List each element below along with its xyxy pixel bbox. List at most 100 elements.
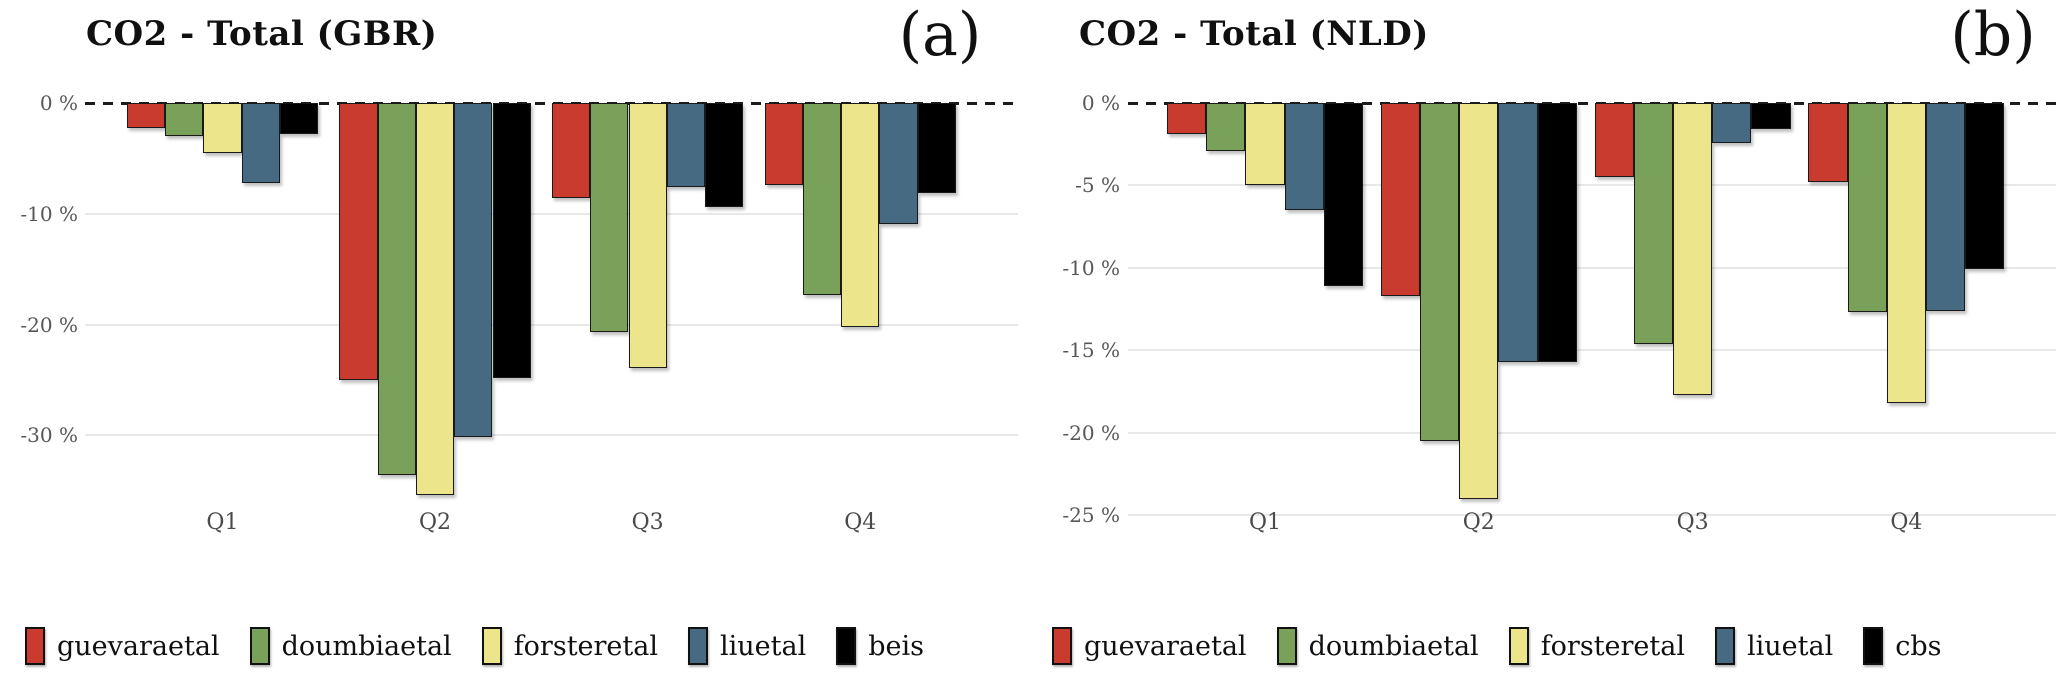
legend-label-doumbiaetal: doumbiaetal [1308,630,1479,662]
bar-doumbiaetal-Q4 [1847,103,1887,313]
bar-beis-Q2 [492,103,531,378]
legend-label-forsteretal: forsteretal [1540,630,1685,662]
legend-swatch-guevaraetal [1052,627,1072,665]
bar-forsteretal-Q1 [203,103,242,153]
legend-gbr: guevaraetal doumbiaetal forsteretal liuetal… [25,618,954,674]
legend-item-liuetal: liuetal [1715,627,1833,665]
y-axis-tick-label: -15 % [1062,338,1120,363]
legend-swatch-beis [836,627,857,665]
bar-liuetal-Q4 [879,103,918,224]
chart-title-nld: CO2 - Total (NLD) [1079,14,1429,54]
bar-forsteretal-Q3 [628,103,667,368]
legend-label-cbs: cbs [1895,630,1942,662]
panel-label-b: (b) [1950,0,2036,70]
legend-label-forsteretal: forsteretal [513,630,658,662]
bar-doumbiaetal-Q3 [590,103,629,333]
chart-title-gbr: CO2 - Total (GBR) [86,14,438,54]
gridline [85,212,1018,215]
legend-label-liuetal: liuetal [1747,630,1834,662]
bar-forsteretal-Q4 [1886,103,1926,403]
bar-guevaraetal-Q3 [551,103,591,199]
bar-forsteretal-Q1 [1245,103,1285,186]
bar-liuetal-Q1 [241,103,280,183]
legend-swatch-cbs [1863,627,1884,665]
legend-item-guevaraetal: guevaraetal [25,627,220,665]
bar-liuetal-Q3 [666,103,706,188]
gridline [85,323,1018,326]
gridline [85,434,1018,437]
x-axis-label-Q1: Q1 [206,510,239,535]
gridline [1128,431,2056,434]
bar-guevaraetal-Q3 [1594,103,1634,178]
bar-beis-Q3 [705,103,744,208]
x-axis-label-Q2: Q2 [1462,510,1495,535]
y-axis-tick-label: 0 % [39,91,78,115]
y-axis-tick-label: 0 % [1081,91,1120,115]
bar-doumbiaetal-Q2 [1420,103,1460,441]
bar-liuetal-Q2 [454,103,493,438]
y-axis-tick-label: -5 % [1075,173,1120,198]
bar-cbs-Q1 [1323,103,1363,286]
legend-item-doumbiaetal: doumbiaetal [1276,627,1479,665]
legend-swatch-forsteretal [1508,627,1529,665]
gridline [1128,266,2056,269]
legend-item-doumbiaetal: doumbiaetal [249,627,452,665]
bar-cbs-Q3 [1751,103,1791,130]
bar-doumbiaetal-Q2 [377,103,416,476]
legend-swatch-doumbiaetal [249,627,270,665]
y-axis-tick-label: -25 % [1062,503,1120,527]
bar-guevaraetal-Q1 [1167,103,1207,135]
x-axis-label-Q4: Q4 [844,510,877,535]
bar-forsteretal-Q3 [1673,103,1713,395]
legend-swatch-liuetal [1715,627,1735,665]
legend-swatch-liuetal [688,627,708,665]
bar-guevaraetal-Q4 [764,103,803,185]
bar-guevaraetal-Q4 [1808,103,1848,183]
x-axis-label-Q2: Q2 [419,510,452,535]
bar-guevaraetal-Q1 [126,103,165,129]
bar-doumbiaetal-Q3 [1633,103,1673,344]
bar-guevaraetal-Q2 [1380,103,1420,296]
legend-item-guevaraetal: guevaraetal [1052,627,1247,665]
bar-doumbiaetal-Q1 [165,103,204,137]
x-axis-label-Q3: Q3 [1676,510,1709,535]
bar-forsteretal-Q4 [841,103,880,327]
legend-swatch-doumbiaetal [1276,627,1297,665]
bar-doumbiaetal-Q1 [1206,103,1246,151]
bar-liuetal-Q4 [1926,103,1966,311]
zero-baseline [85,101,1018,105]
legend-label-liuetal: liuetal [720,630,807,662]
legend-item-liuetal: liuetal [688,627,806,665]
y-axis-tick-label: -30 % [20,423,78,448]
y-axis-tick-label: -20 % [20,312,78,337]
bar-cbs-Q2 [1537,103,1577,362]
legend-swatch-guevaraetal [25,627,45,665]
legend-nld: guevaraetal doumbiaetal forsteretal liuetal… [1052,618,1972,674]
bar-forsteretal-Q2 [415,103,455,496]
bar-guevaraetal-Q2 [339,103,378,380]
bar-liuetal-Q1 [1284,103,1324,211]
bar-liuetal-Q2 [1498,103,1538,362]
x-axis-label-Q4: Q4 [1890,510,1923,535]
x-axis-label-Q1: Q1 [1248,510,1282,535]
y-axis-tick-label: -10 % [1062,255,1120,280]
bar-cbs-Q4 [1965,103,2005,270]
bar-beis-Q1 [279,103,319,134]
legend-label-beis: beis [868,630,924,662]
legend-item-forsteretal: forsteretal [1508,627,1685,665]
legend-label-guevaraetal: guevaraetal [57,630,220,662]
legend-label-guevaraetal: guevaraetal [1084,630,1247,662]
gridline [1128,349,2056,352]
legend-label-doumbiaetal: doumbiaetal [281,630,452,662]
bar-forsteretal-Q2 [1459,103,1499,499]
legend-swatch-forsteretal [481,627,502,665]
legend-item-cbs: cbs [1863,627,1942,665]
gridline [1128,514,2056,516]
y-axis-tick-label: -20 % [1062,420,1120,445]
x-axis-label-Q3: Q3 [631,510,664,535]
bar-liuetal-Q3 [1712,103,1752,143]
y-axis-tick-label: -10 % [20,201,78,226]
bar-beis-Q4 [917,103,956,193]
